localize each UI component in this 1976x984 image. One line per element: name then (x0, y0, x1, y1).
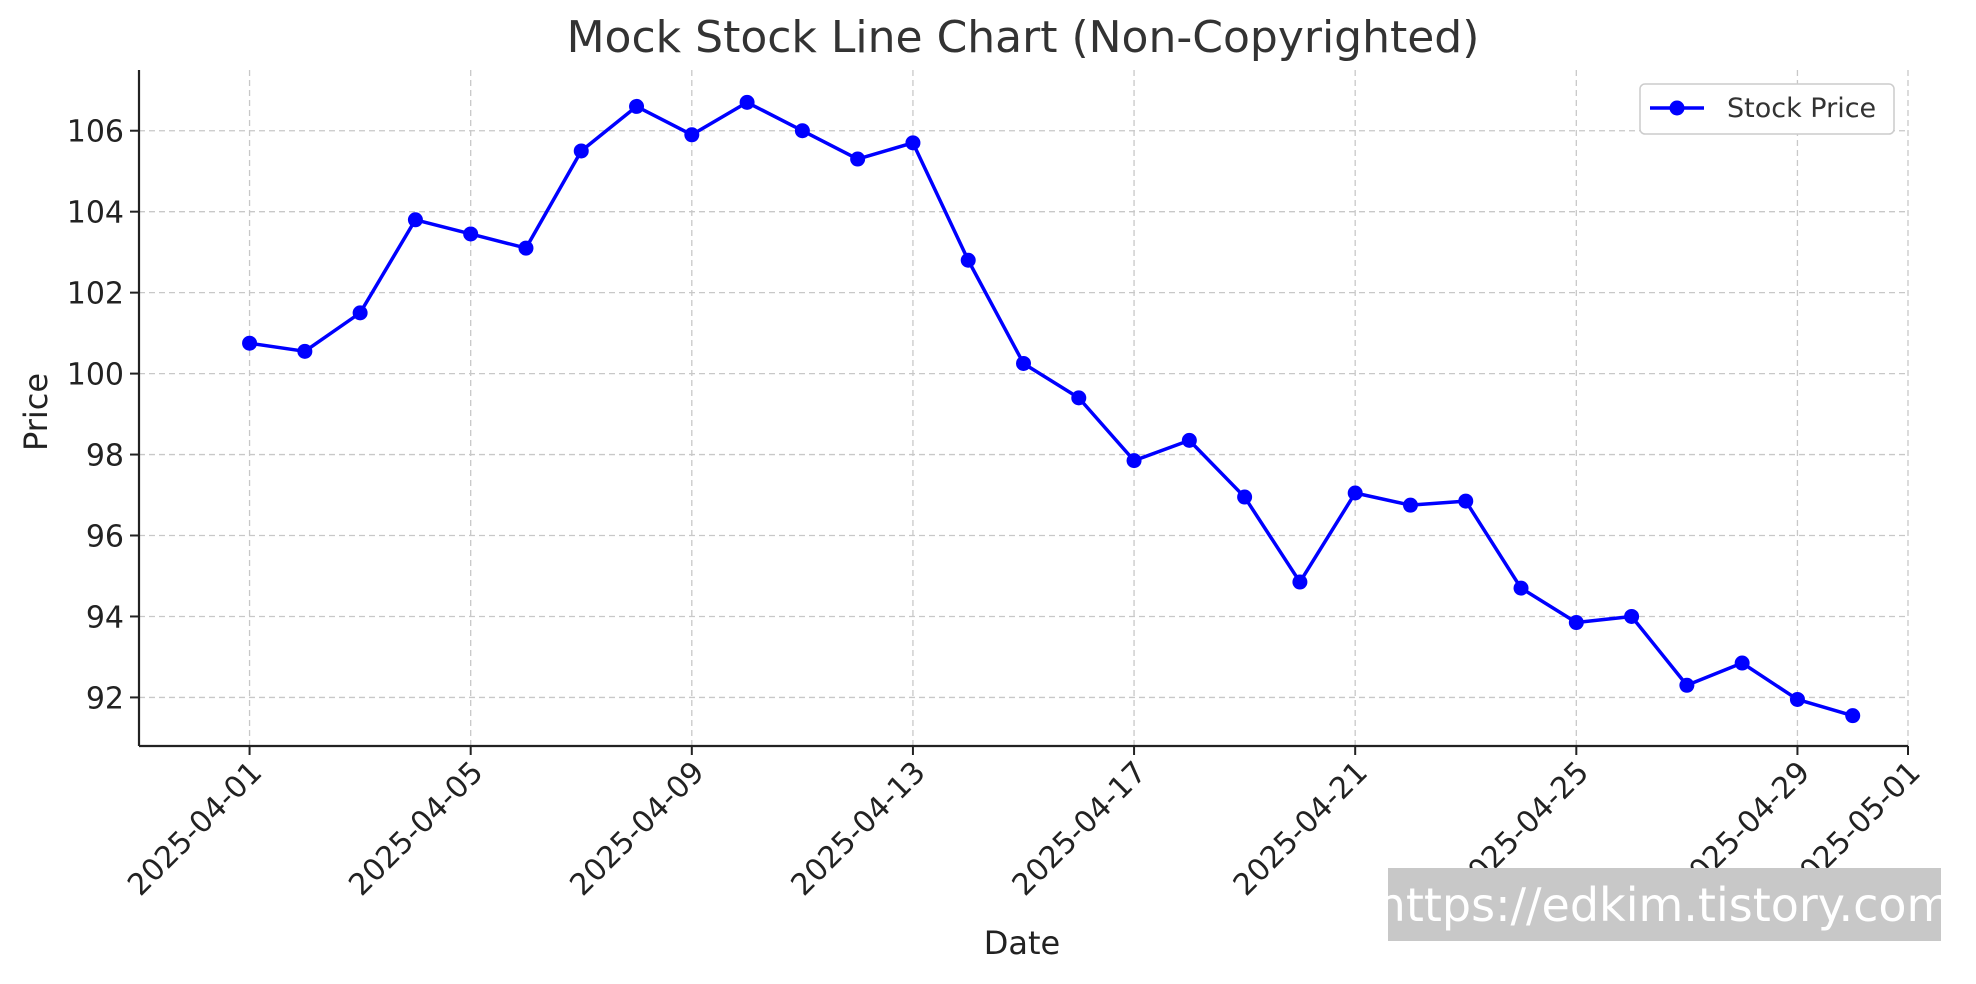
data-point (1016, 355, 1031, 371)
y-axis-label: Price (17, 373, 55, 451)
legend-label: Stock Price (1727, 93, 1876, 124)
data-point (1624, 608, 1640, 624)
data-point (1789, 691, 1805, 707)
data-point (518, 240, 534, 256)
legend: Stock Price (1639, 83, 1895, 135)
legend-box (1639, 83, 1895, 135)
data-point (794, 123, 810, 139)
data-point (1568, 615, 1584, 631)
y-tick-label: 94 (86, 600, 124, 635)
axes (130, 70, 1909, 755)
y-tick-label: 100 (67, 358, 124, 393)
legend-marker-swatch (1669, 100, 1685, 116)
y-tick-label: 102 (67, 277, 124, 312)
watermark-background (1388, 868, 1941, 941)
data-point (629, 98, 645, 114)
data-point (1513, 580, 1529, 596)
data-point (1845, 708, 1861, 724)
data-point (463, 226, 479, 242)
x-tick-label: 2025-04-09 (563, 755, 711, 903)
data-point (1458, 493, 1474, 509)
data-point (905, 135, 921, 151)
data-point (1347, 485, 1363, 501)
data-point (960, 252, 976, 268)
x-axis-label: Date (984, 924, 1060, 962)
tick-labels: 92 94 96 98 100 102 104 106 2025-04-01 2025-04-05… (67, 115, 1928, 903)
watermark: https://edkim.tistory.com (1377, 868, 1952, 941)
data-point (1237, 489, 1253, 505)
x-tick-label: 2025-04-05 (342, 755, 490, 903)
data-point (1734, 655, 1750, 671)
data-point (1679, 677, 1695, 693)
x-tick-label: 2025-04-01 (121, 755, 269, 903)
x-tick-label: 2025-04-21 (1227, 755, 1375, 903)
data-point (1071, 390, 1087, 406)
series-line (249, 100, 1854, 718)
data-point (1126, 453, 1142, 469)
data-point (1181, 432, 1197, 448)
y-tick-label: 92 (86, 681, 124, 716)
data-point (352, 305, 368, 321)
data-point (297, 343, 313, 359)
data-point (1292, 574, 1308, 590)
data-point (407, 212, 423, 228)
chart-title: Mock Stock Line Chart (Non-Copyrighted) (567, 12, 1480, 63)
watermark-text: https://edkim.tistory.com (1377, 878, 1952, 932)
y-tick-label: 104 (67, 196, 124, 231)
x-tick-label: 2025-04-13 (785, 755, 933, 903)
y-tick-label: 106 (67, 115, 124, 150)
data-point (739, 94, 755, 110)
data-point (242, 335, 258, 351)
y-tick-label: 98 (86, 439, 124, 474)
data-point (684, 127, 700, 143)
series-layer (242, 94, 1861, 724)
x-tick-label: 2025-04-17 (1006, 755, 1154, 903)
y-tick-label: 96 (86, 520, 124, 555)
grid-lines (139, 70, 1909, 746)
data-point (573, 143, 589, 159)
data-point (850, 151, 866, 167)
data-point (1402, 497, 1418, 513)
